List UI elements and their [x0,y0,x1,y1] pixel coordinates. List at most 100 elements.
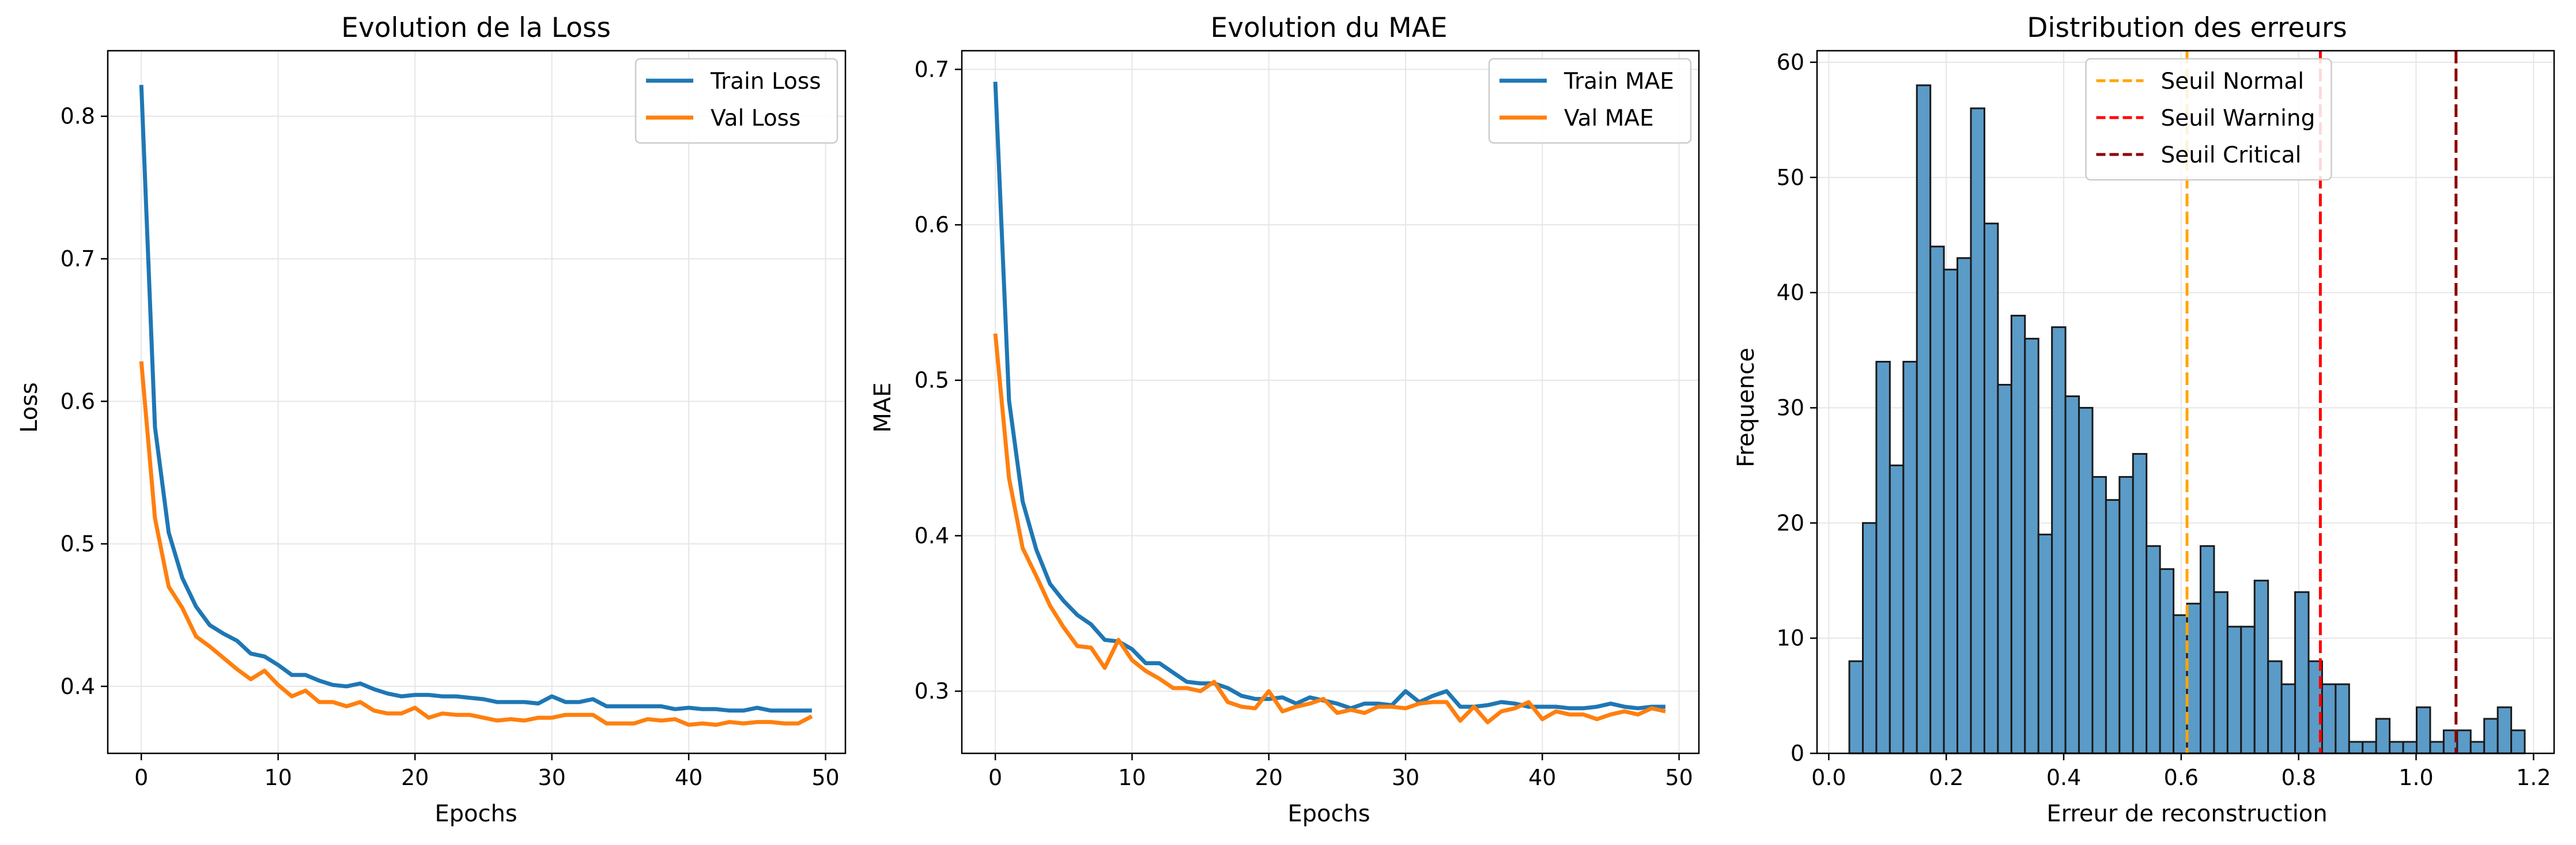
loss-x-tick-label: 10 [264,765,292,790]
histogram-bar [2010,315,2026,755]
histogram-bar [2375,718,2391,755]
histogram-bar [2402,741,2418,755]
histogram-bar [2469,741,2486,755]
histogram-bar [2416,706,2431,755]
histogram-bar [2267,660,2283,755]
histogram-y-tick-label: 50 [1777,165,1804,190]
mae-axes-frame [961,50,1700,755]
histogram-bar [2321,683,2337,755]
histogram-bar [1956,257,1972,755]
histogram-x-tick-label: 0.8 [2281,765,2316,790]
histogram-title: Distribution des erreurs [2027,12,2347,44]
histogram-y-tick-label: 20 [1777,510,1804,535]
histogram-bar [1929,246,1945,755]
histogram-legend-box [2085,58,2332,181]
mae-y-tick-label: 0.3 [915,678,949,704]
mae-chart-ylabel: MAE [870,382,896,432]
histogram-bar [1943,269,1959,755]
histogram-y-tick-label: 10 [1777,625,1804,651]
histogram-bar [2240,625,2256,755]
loss-chart-xlabel: Epochs [435,801,517,827]
mae-x-tick-label: 50 [1665,765,1693,790]
mae-series-train-line [993,81,1665,711]
histogram-bar [2362,741,2377,755]
histogram-bar [2226,625,2242,755]
histogram-x-tick-label: 0.0 [1811,765,1846,790]
loss-x-tick-label: 40 [675,765,702,790]
mae-x-tick-label: 30 [1392,765,1419,790]
histogram-bar [2199,545,2215,755]
loss-chart-title: Evolution de la Loss [341,12,611,44]
histogram-bar [2132,452,2148,755]
histogram-ylabel: Frequence [1733,348,1759,467]
histogram-bar [2037,533,2053,755]
histogram-legend-label: Seuil Warning [2161,105,2316,131]
loss-y-tick-label: 0.5 [61,531,95,557]
loss-series-train-line [139,85,812,713]
histogram-y-tick-label: 40 [1777,280,1804,305]
histogram-bar [1983,222,1999,755]
loss-series-val-line [139,361,813,727]
loss-x-tick-label: 30 [538,765,565,790]
histogram-y-tick-label: 0 [1791,741,1804,766]
loss-chart-ylabel: Loss [16,382,43,433]
loss-chart-panel: Evolution de la Loss Epochs Loss 0 10 20 30… [16,12,847,827]
histogram-y-tick-label: 60 [1777,50,1804,75]
mae-x-tick-label: 20 [1255,765,1283,790]
histogram-bar [2510,729,2526,755]
mae-chart-plot-area: 0 10 20 30 40 50 0.3 0.4 0.5 0.6 0.7 Train MAE Val M… [915,50,1700,790]
histogram-bar [2159,568,2175,755]
histogram-bar [1875,361,1891,755]
histogram-bar [2348,741,2364,755]
loss-legend-label: Train Loss [710,69,821,95]
histogram-bar [1970,107,1985,755]
histogram-bar [2186,602,2201,755]
histogram-bar [2280,683,2297,755]
histogram-bar [2091,476,2107,755]
histogram-bar [1861,522,1878,755]
loss-x-tick-label: 50 [811,765,839,790]
histogram-axes-frame [1816,50,2555,755]
histogram-bar [2483,718,2499,755]
histogram-x-tick-label: 1.0 [2399,765,2433,790]
loss-chart-plot-area: 0 10 20 30 40 50 0.4 0.5 0.6 0.7 0.8 Train Loss Val … [61,50,847,790]
mae-y-tick-label: 0.4 [915,523,949,548]
histogram-x-tick-label: 0.2 [1929,765,1963,790]
mae-legend-label: Train MAE [1563,69,1674,95]
histogram-bar [1916,84,1932,755]
histogram-bar [1997,384,2012,755]
histogram-plot-area: 0.0 0.2 0.4 0.6 0.8 1.0 1.2 0 10 20 30 40 50 60 Seuil … [1777,50,2555,790]
mae-chart-xlabel: Epochs [1287,801,1370,827]
histogram-bar [2496,706,2513,755]
histogram-bar [1888,464,1905,755]
histogram-bar [2078,406,2094,755]
histogram-bar [2173,614,2188,755]
histogram-bar [2064,395,2080,755]
histogram-bar [2253,579,2269,755]
mae-x-tick-label: 40 [1528,765,1556,790]
histogram-bar [2105,499,2121,755]
histogram-bar [1848,660,1864,755]
histogram-bar [2051,326,2067,755]
mae-series-val-line [993,333,1666,725]
loss-legend: Train Loss Val Loss [634,58,838,144]
histogram-x-tick-label: 1.2 [2516,765,2551,790]
loss-legend-label: Val Loss [711,105,800,131]
mae-chart-panel: Evolution du MAE Epochs MAE 0 10 20 30 40 500… [870,12,1700,827]
histogram-x-tick-label: 0.6 [2164,765,2199,790]
loss-y-tick-label: 0.8 [61,104,95,129]
mae-chart-title: Evolution du MAE [1210,12,1447,44]
histogram-bar [2335,683,2350,755]
mae-legend-label: Val MAE [1564,105,1654,131]
histogram-bar [2429,741,2445,755]
loss-y-tick-label: 0.6 [61,388,95,414]
histogram-bar [2456,729,2472,755]
histogram-legend: Seuil Normal Seuil Warning Seuil Critical [2085,58,2332,181]
mae-y-tick-label: 0.5 [915,368,949,393]
loss-y-tick-label: 0.4 [61,674,95,699]
histogram-xlabel: Erreur de reconstruction [2046,801,2327,827]
mae-y-tick-label: 0.7 [915,56,949,82]
histogram-bar [2146,545,2161,755]
error-histogram-panel: Distribution des erreurs Erreur de recon… [1733,12,2555,827]
